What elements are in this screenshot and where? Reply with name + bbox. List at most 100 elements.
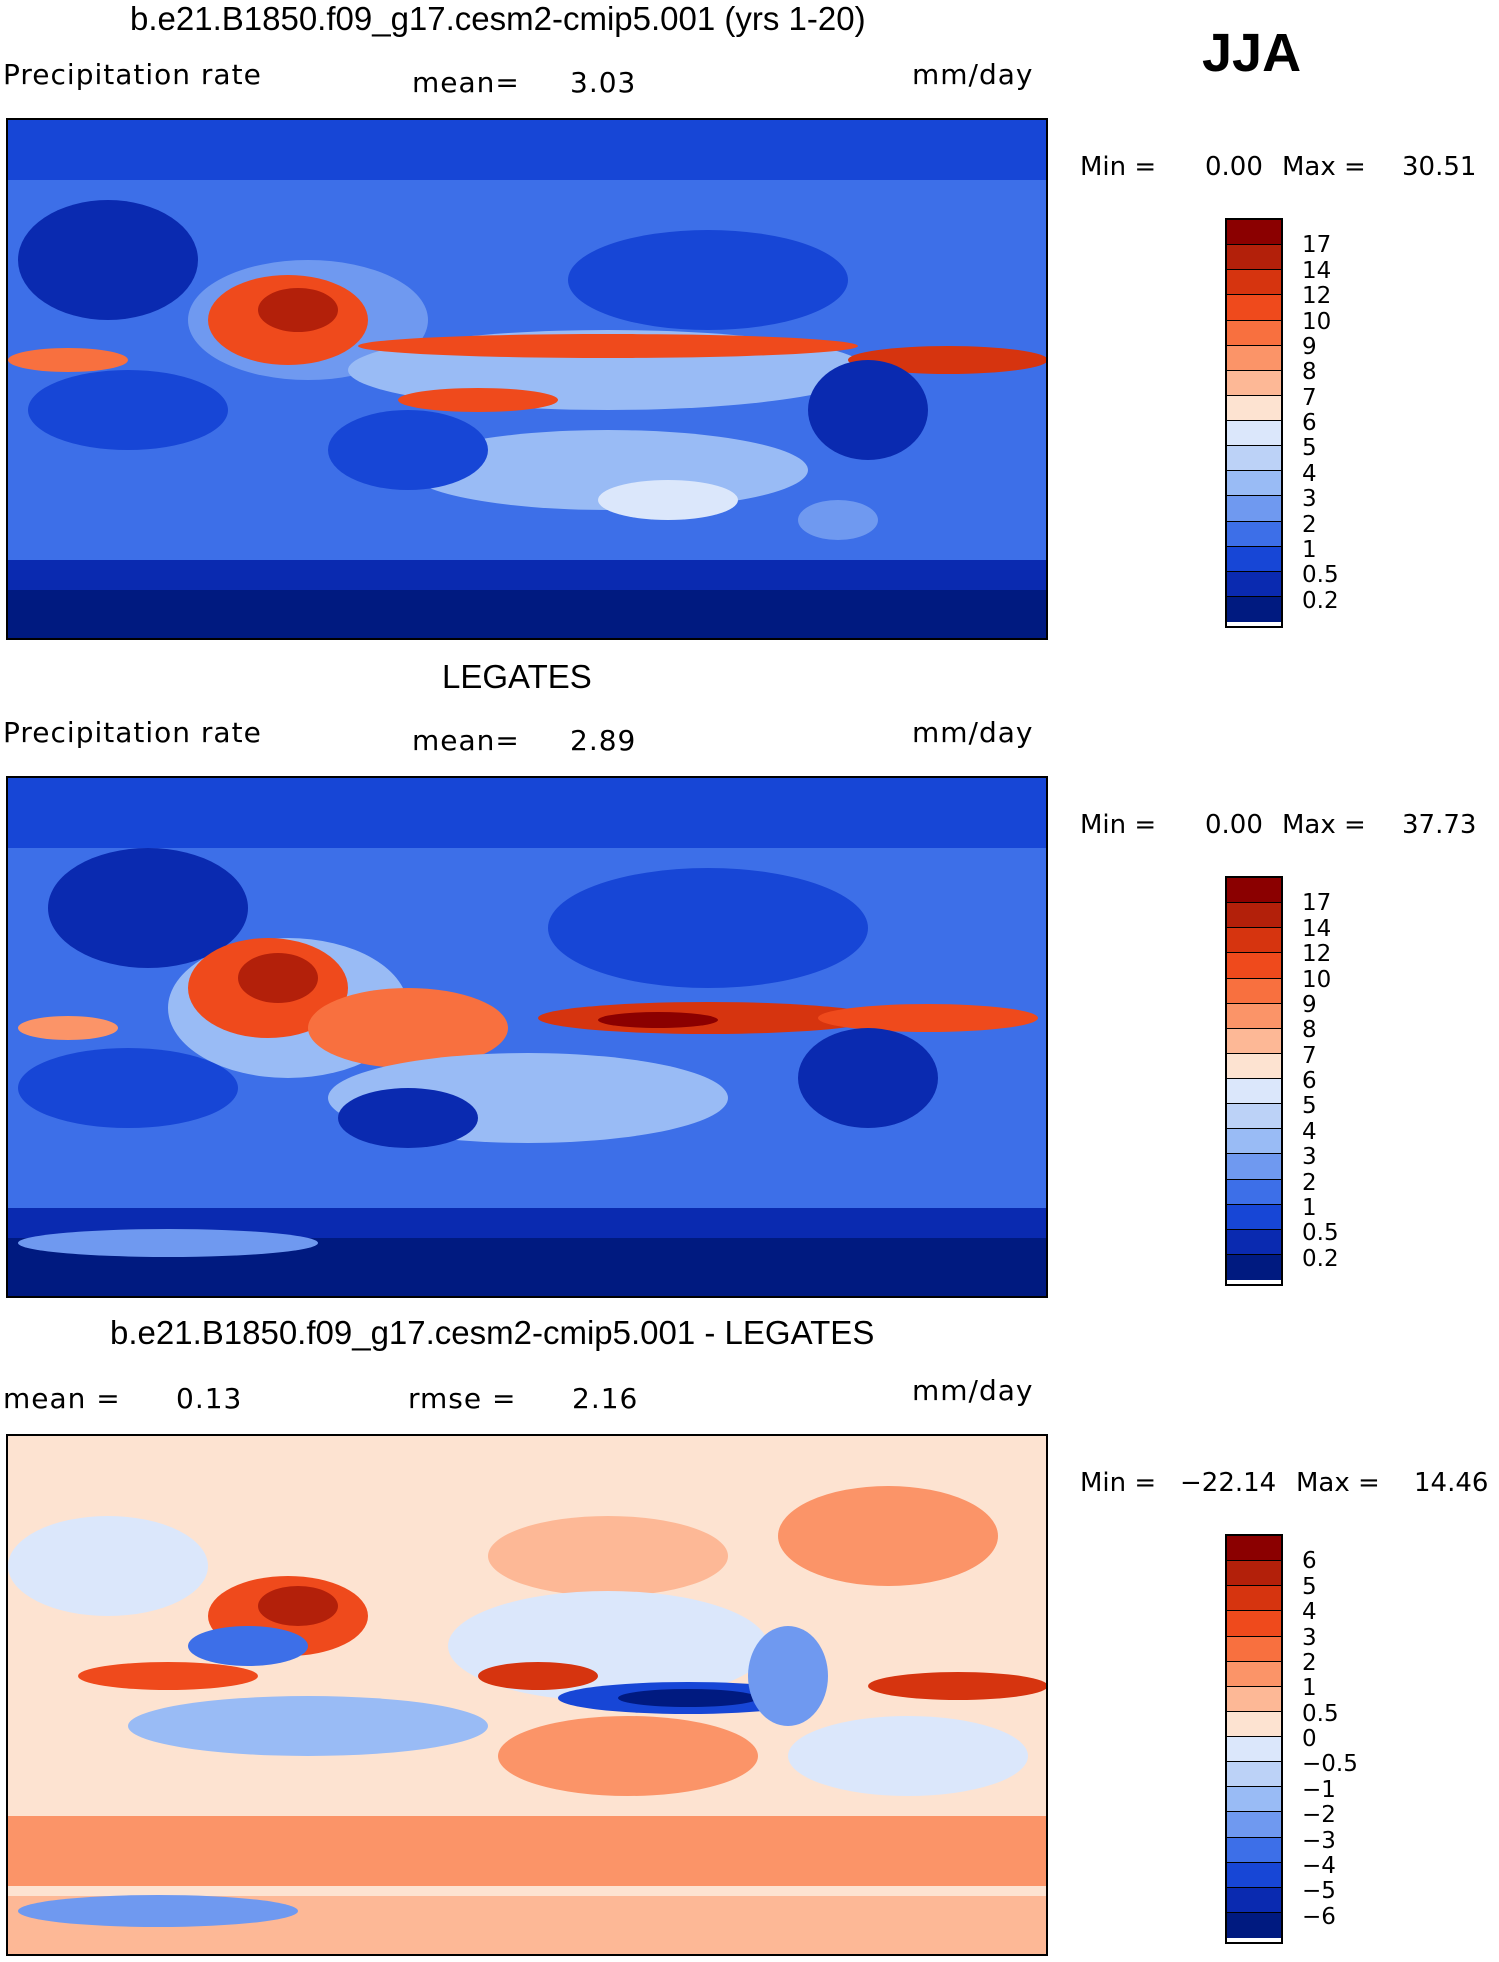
panel3-map [6,1434,1048,1956]
panel1-variable: Precipitation rate [3,58,262,91]
colorbar-segment [1227,1887,1281,1913]
colorbar-tick-label: 0 [1302,1726,1317,1752]
colorbar-segment [1227,1711,1281,1737]
colorbar-tick-label: 10 [1302,966,1332,993]
colorbar-tick-label: 10 [1302,308,1332,335]
colorbar-tick-label: 4 [1302,1118,1317,1145]
colorbar-segment [1227,1154,1281,1180]
panel1-max-value: 30.51 [1402,152,1477,182]
colorbar-tick-label: 9 [1302,991,1317,1018]
colorbar-segment [1227,1204,1281,1230]
colorbar-segment [1227,345,1281,371]
colorbar-tick-label: 7 [1302,384,1317,411]
panel2-min-value: 0.00 [1205,810,1263,840]
colorbar-segment [1227,1611,1281,1637]
colorbar-tick-label: 14 [1302,915,1332,942]
panel2-min-label: Min = [1080,810,1157,840]
panel3-max-value: 14.46 [1414,1468,1489,1498]
colorbar-tick-label: 2 [1302,1649,1317,1676]
colorbar-tick-label: 3 [1302,486,1317,513]
colorbar-tick-label: −6 [1302,1903,1336,1930]
colorbar-segment [1227,471,1281,497]
colorbar-segment [1227,1862,1281,1888]
colorbar-tick-label: 0.5 [1302,1220,1339,1247]
colorbar-tick-label: 2 [1302,511,1317,538]
panel3-min-label: Min = [1080,1468,1157,1498]
colorbar-tick-label: 2 [1302,1169,1317,1196]
colorbar-tick-label: −2 [1302,1802,1336,1829]
colorbar-tick-label: −3 [1302,1827,1336,1854]
colorbar-tick-label: 4 [1302,460,1317,487]
panel2-variable: Precipitation rate [3,716,262,749]
colorbar-tick-label: 4 [1302,1599,1317,1626]
colorbar-tick-label: 17 [1302,890,1332,917]
colorbar-segment [1227,953,1281,979]
panel2-mean-label: mean= [412,724,520,757]
colorbar-tick-label: 3 [1302,1624,1317,1651]
colorbar-segment [1227,978,1281,1004]
panel2-colorbar [1225,876,1283,1286]
panel3-mean-label: mean = [3,1382,121,1415]
colorbar-tick-label: 0.5 [1302,562,1339,589]
colorbar-segment [1227,270,1281,296]
colorbar-tick-label: −4 [1302,1852,1336,1879]
colorbar-tick-label: 3 [1302,1144,1317,1171]
colorbar-tick-label: 12 [1302,283,1332,310]
colorbar-segment [1227,1561,1281,1587]
colorbar-segment [1227,596,1281,622]
colorbar-tick-label: 12 [1302,941,1332,968]
panel2-mean-value: 2.89 [570,724,637,757]
colorbar-tick-label: 0.2 [1302,1245,1339,1272]
colorbar-segment [1227,521,1281,547]
panel3-max-label: Max = [1296,1468,1380,1498]
panel2-max-value: 37.73 [1402,810,1477,840]
panel3-rmse-label: rmse = [408,1382,517,1415]
colorbar-tick-label: 1 [1302,536,1317,563]
colorbar-tick-label: 7 [1302,1042,1317,1069]
panel2-title: LEGATES [442,658,592,695]
panel1-title: b.e21.B1850.f09_g17.cesm2-cmip5.001 (yrs… [130,0,866,37]
colorbar-segment [1227,903,1281,929]
panel3-units: mm/day [912,1374,1034,1407]
colorbar-tick-label: 5 [1302,1573,1317,1600]
colorbar-tick-label: 0.5 [1302,1700,1339,1727]
panel2-max-label: Max = [1282,810,1366,840]
colorbar-segment [1227,1179,1281,1205]
season-label: JJA [1202,23,1302,83]
colorbar-segment [1227,370,1281,396]
colorbar-tick-label: 14 [1302,257,1332,284]
panel3-rmse-value: 2.16 [572,1382,639,1415]
colorbar-segment [1227,395,1281,421]
colorbar-segment [1227,1586,1281,1612]
colorbar-segment [1227,928,1281,954]
colorbar-segment [1227,1254,1281,1280]
colorbar-segment [1227,1129,1281,1155]
colorbar-segment [1227,1912,1281,1938]
colorbar-segment [1227,1737,1281,1763]
colorbar-tick-label: 1 [1302,1675,1317,1702]
colorbar-tick-label: 8 [1302,1017,1317,1044]
colorbar-segment [1227,245,1281,271]
colorbar-segment [1227,320,1281,346]
colorbar-tick-label: 6 [1302,1068,1317,1094]
panel1-mean-value: 3.03 [570,66,637,99]
colorbar-segment [1227,1837,1281,1863]
colorbar-tick-label: 6 [1302,1548,1317,1575]
panel3-colorbar [1225,1534,1283,1944]
colorbar-tick-label: −0.5 [1302,1751,1358,1778]
colorbar-segment [1227,1536,1281,1562]
colorbar-segment [1227,1787,1281,1813]
colorbar-segment [1227,421,1281,447]
colorbar-tick-label: 17 [1302,232,1332,259]
colorbar-tick-label: 0.2 [1302,587,1339,614]
colorbar-segment [1227,1079,1281,1105]
colorbar-segment [1227,1053,1281,1079]
panel2-map [6,776,1048,1298]
panel1-map [6,118,1048,640]
colorbar-segment [1227,446,1281,472]
colorbar-segment [1227,1762,1281,1788]
colorbar-segment [1227,1229,1281,1255]
colorbar-tick-label: −5 [1302,1878,1336,1905]
colorbar-segment [1227,1003,1281,1029]
panel3-min-value: −22.14 [1180,1468,1277,1498]
